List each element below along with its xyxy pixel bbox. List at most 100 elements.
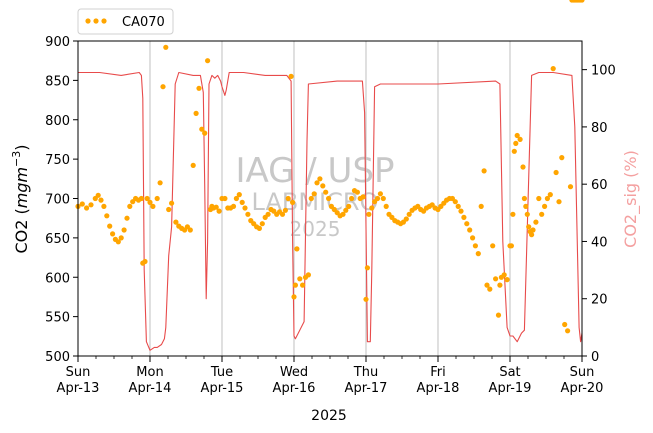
ca070-data-point [374,195,381,202]
ca070-data-point [323,189,329,195]
x-tick-label-date: Apr-13 [57,381,100,396]
y-axis-label-unit: mgm [12,167,31,208]
ca070-data-point [562,321,568,328]
ca070-data-point [354,189,360,195]
ca070-data-point [497,282,503,288]
ca070-data-point [559,155,565,161]
ca070-data-point [163,44,169,50]
x-tick-label-day: Wed [280,365,308,380]
x-axis-label: 2025 [311,408,347,424]
y-tick-label: 700 [45,193,70,208]
ca070-data-point [121,227,127,233]
watermark-line-1: IAG / USP [235,151,394,191]
ca070-data-point [196,85,202,91]
ca070-data-point [544,195,551,202]
legend: CA070 [77,8,174,35]
ca070-data-point [530,227,536,233]
ca070-data-point [467,227,473,233]
y-axis-label-suffix: ) [12,144,31,150]
ca070-data-point [311,191,317,197]
x-tick-label-day: Sun [66,365,91,380]
ca070-data-point [458,208,464,214]
ca070-data-point [104,213,110,219]
y2-tick-label: 40 [591,235,608,250]
ca070-data-point [222,195,228,202]
ca070-data-point [511,148,517,154]
ca070-data-point [536,195,542,202]
ca070-data-point [233,195,239,202]
ca070-data-point [481,168,487,174]
x-tick-label-day: Sun [570,365,595,380]
ca070-data-point [478,203,484,209]
ca070-data-point [579,0,585,3]
ca070-data-point [556,199,562,205]
ca070-data-point [300,282,306,288]
ca070-data-point [320,183,326,189]
ca070-data-point [256,225,262,231]
ca070-data-point [452,199,458,205]
ca070-data-point [95,192,101,198]
x-tick-label-day: Thu [353,365,378,380]
ca070-data-point [157,180,163,186]
ca070-data-point [118,235,124,241]
ca070-data-point [326,195,332,202]
ca070-data-point [88,202,94,208]
y2-tick-label: 0 [591,350,599,365]
ca070-data-point [539,211,545,217]
ca070-data-point [317,176,323,182]
y2-tick-label: 80 [591,121,608,136]
ca070-data-point [279,211,286,217]
ca070-data-point [297,276,303,282]
ca070-data-point [553,169,559,176]
co2-sig-line [78,71,583,351]
x-tick-label-date: Apr-18 [417,381,460,396]
ca070-data-point [406,211,412,217]
x-tick-label-date: Apr-16 [273,381,316,396]
y-tick-label: 650 [45,232,70,247]
ca070-data-point [508,243,514,249]
ca070-data-point [216,208,222,214]
x-tick-label-day: Sat [499,365,520,380]
ca070-data-point [288,73,294,79]
ca070-data-point [565,328,571,334]
ca070-data-point [550,66,556,72]
y-tick-label: 600 [45,271,70,286]
ca070-data-point [305,272,311,278]
x-tick-label-date: Apr-19 [489,381,532,396]
ca070-data-point [199,126,205,132]
x-tick-label-date: Apr-15 [201,381,244,396]
ca070-data-point [514,132,520,139]
y-tick-label: 550 [45,311,70,326]
ca070-data-point [202,130,208,136]
ca070-data-point [529,232,535,238]
ca070-data-point [472,243,478,249]
ca070-data-point [230,203,237,209]
x-tick-label-day: Tue [210,365,233,380]
ca070-data-point [142,258,148,265]
ca070-data-point [542,203,548,209]
y-axis-right: 0 20 40 60 80 100 [582,64,616,365]
x-tick-label-day: Mon [136,365,163,380]
co2-sig-line-layer [78,71,583,351]
ca070-data-point [166,206,172,213]
ca070-data-point [236,192,242,198]
ca070-data-point [282,207,288,213]
ca070-data-point [403,216,409,222]
ca070-data-point [493,276,499,282]
ca070-data-point [110,231,116,237]
ca070-data-point [510,211,516,217]
ca070-data-point [369,205,375,211]
ca070-data-point [285,195,291,202]
y-axis-label-exponent: −3 [10,151,23,167]
ca070-data-point [308,195,314,202]
ca070-data-point [521,195,528,202]
y-tick-label: 800 [45,114,70,129]
ca070-data-point [79,201,85,207]
ca070-data-point [115,239,121,245]
ca070-data-point [475,251,481,257]
ca070-data-point [147,199,153,205]
ca070-data-point [239,199,245,205]
ca070-data-point [490,243,496,249]
watermark-line-3: 2025 [290,217,341,241]
ca070-data-point [98,197,104,203]
